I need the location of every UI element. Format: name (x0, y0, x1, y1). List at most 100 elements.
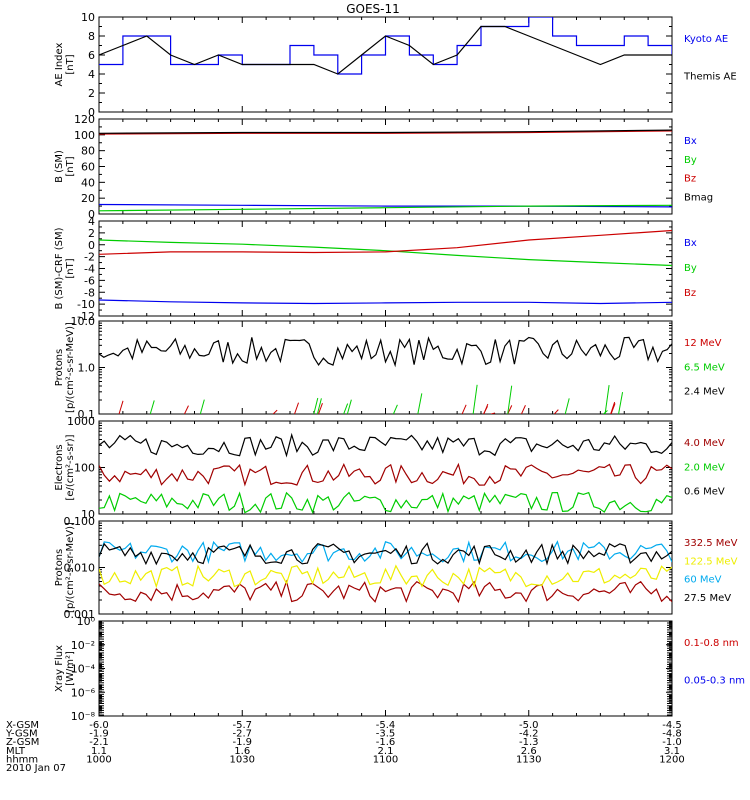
x-cell-y-gsm: -3.5 (376, 729, 396, 740)
series-line (99, 336, 672, 368)
y-tick-label: 0.010 (64, 562, 96, 575)
panel-frame (98, 620, 673, 717)
panel-frame (98, 420, 673, 515)
series-spike (610, 403, 616, 414)
series-group (99, 229, 672, 305)
y-tick-label: 10 (81, 11, 95, 24)
legend-label: 2.4 MeV (684, 387, 725, 398)
y-axis-label-name: B (SM)-CRF (SM) (54, 227, 65, 309)
legend-label: Bmag (684, 192, 713, 203)
y-tick-label: 40 (81, 176, 95, 189)
y-axis-label-unit: [p/(cm²-s-sr-MeV)] (65, 522, 76, 613)
y-tick-label: 0 (88, 208, 95, 221)
series-line (99, 204, 672, 212)
y-axis-label: B (SM)[nT] (54, 150, 76, 183)
x-cell-z-gsm: -1.6 (376, 737, 396, 748)
series-spike (483, 406, 488, 414)
series-spike (346, 399, 352, 414)
y-tick-label: 0 (88, 106, 95, 119)
y-axis-label: Electrons[e/(cm²-s-sr)] (54, 434, 76, 500)
y-axis-label-unit: [e/(cm²-s-sr)] (65, 434, 76, 500)
series-line (99, 564, 672, 589)
y-tick-label: 1000 (67, 415, 95, 428)
series-spike (313, 397, 319, 414)
series-line (99, 491, 672, 514)
panel-frame (98, 520, 673, 615)
x-cell-x-gsm: -5.7 (232, 720, 252, 731)
y-tick-label: 2 (88, 227, 95, 240)
x-cell-mlt: 2.1 (378, 746, 394, 757)
x-cell-hhmm: 1200 (659, 754, 684, 765)
x-cell-z-gsm: -1.3 (519, 737, 539, 748)
x-cell-x-gsm: -6.0 (89, 720, 109, 731)
x-cell-y-gsm: -4.2 (519, 729, 539, 740)
x-cell-mlt: 2.6 (521, 746, 537, 757)
series-line (99, 432, 672, 458)
x-cell-z-gsm: -2.1 (89, 737, 109, 748)
y-tick-label: 80 (81, 145, 95, 158)
y-tick-label: -12 (77, 310, 95, 323)
legend-label: 0.05-0.3 nm (684, 676, 745, 687)
y-axis-label-name: Protons (54, 549, 65, 586)
y-tick-label: 0 (88, 239, 95, 252)
series-line (99, 542, 672, 566)
legend-label: 6.5 MeV (684, 362, 725, 373)
series-spike (149, 400, 155, 414)
y-tick-label: 8 (88, 30, 95, 43)
series-spike (461, 404, 467, 414)
series-line (99, 462, 672, 487)
panel-7: 10⁻⁸ 10⁻⁶ 10⁻⁴ 10⁻² 10⁰ Xray Flux[W/m²] 0.1-0.… (54, 615, 745, 723)
xray-minor-ticks (99, 622, 672, 716)
x-row-label: Z-GSM (6, 737, 39, 748)
x-row-label: 2010 Jan 07 (6, 763, 66, 774)
legend-label: 4.0 MeV (684, 438, 725, 449)
y-tick-label: 10⁻⁸ (71, 710, 96, 723)
series-line (99, 239, 672, 267)
series-spike (272, 409, 278, 414)
y-axis-label: Protons[p/(cm²-s-sr-MeV)] (54, 322, 76, 413)
y-axis-label-name: Xray Flux (54, 645, 65, 692)
series-line (99, 129, 672, 134)
series-spike (490, 412, 496, 414)
legend-label: Bx (684, 238, 697, 249)
x-cell-y-gsm: -4.8 (662, 729, 682, 740)
y-tick-label: 20 (81, 192, 95, 205)
y-tick-label: 120 (74, 113, 95, 126)
legend-label: 0.6 MeV (684, 487, 725, 498)
y-tick-label: -4 (84, 263, 95, 276)
y-tick-label: 100 (74, 462, 95, 475)
legend-label: 332.5 MeV (684, 538, 738, 549)
panel-1: 0 2 4 6 8 10 AE Index[nT] Kyoto AE Themis AE (54, 11, 737, 119)
y-tick-label: 100 (74, 129, 95, 142)
panel-frame (98, 320, 673, 415)
legend-label: Themis AE (683, 72, 737, 83)
legend-label: 122.5 MeV (684, 556, 738, 567)
y-axis-label-unit: [nT] (65, 258, 76, 278)
y-tick-label: 2 (88, 87, 95, 100)
series-spike (507, 385, 513, 414)
y-axis-label: Protons[p/(cm²-s-sr-MeV)] (54, 522, 76, 613)
y-tick-label: 10⁻² (71, 639, 95, 652)
series-spike (521, 405, 526, 414)
x-cell-hhmm: 1100 (373, 754, 398, 765)
y-tick-label: 10⁻⁴ (71, 663, 96, 676)
x-cell-x-gsm: -5.4 (376, 720, 396, 731)
panel-6: 0.0010.0100.100Protons[p/(cm²-s-sr-MeV)]… (54, 515, 738, 621)
series-spike (199, 399, 205, 414)
panel-2: 0 20 40 60 80 100 120 B (SM)[nT] Bx By Bz Bmag (54, 113, 713, 221)
y-axis-label-name: Protons (54, 349, 65, 386)
y-tick-label: 60 (81, 161, 95, 174)
series-spike (317, 403, 323, 414)
series-spike (343, 403, 349, 414)
y-tick-label: 0.001 (64, 608, 96, 621)
legend-label: By (684, 155, 697, 166)
x-row-label: hhmm (6, 754, 38, 765)
y-axis-label-unit: [p/(cm²-s-sr-MeV)] (65, 322, 76, 413)
series-group (99, 432, 672, 514)
series-line (99, 130, 672, 135)
y-axis-label-name: AE Index (54, 42, 65, 86)
